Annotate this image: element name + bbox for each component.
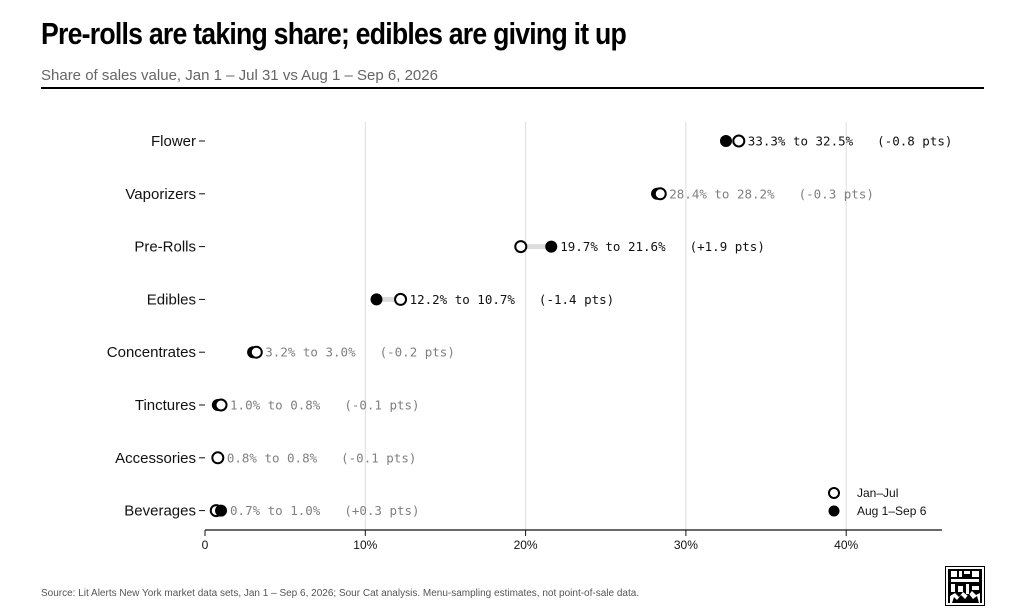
value-annotation: 3.2% to 3.0% (-0.2 pts) (265, 345, 455, 360)
value-annotation: 19.7% to 21.6% (+1.9 pts) (560, 239, 765, 254)
jan-jul-marker (653, 187, 667, 201)
category-label: Edibles (147, 291, 196, 308)
jan-jul-marker (214, 398, 228, 412)
value-change: (-0.1 pts) (344, 398, 419, 413)
aug-sep-marker (545, 240, 558, 253)
category-label: Tinctures (135, 397, 196, 414)
value-annotation: 28.4% to 28.2% (-0.3 pts) (669, 186, 874, 201)
legend-aug-sep-marker (828, 505, 840, 517)
value-range: 0.7% to 1.0% (230, 503, 321, 518)
category-label: Flower (151, 133, 196, 150)
sour-cat-logo (945, 566, 985, 606)
category-label: Beverages (124, 503, 196, 520)
chart-title: Pre-rolls are taking share; edibles are … (41, 16, 627, 51)
value-change: (+1.9 pts) (690, 239, 765, 254)
value-annotation: 33.3% to 32.5% (-0.8 pts) (748, 134, 953, 149)
value-range: 1.0% to 0.8% (230, 398, 321, 413)
category-label: Pre-Rolls (134, 239, 196, 256)
legend-aug-sep-label: Aug 1–Sep 6 (857, 504, 927, 518)
category-label: Vaporizers (125, 186, 196, 203)
value-annotation: 1.0% to 0.8% (-0.1 pts) (230, 398, 420, 413)
x-tick-label: 0 (202, 538, 209, 552)
source-note: Source: Lit Alerts New York market data … (41, 588, 640, 599)
category-label: Concentrates (107, 344, 196, 361)
category-label: Accessories (115, 450, 196, 467)
chart-subtitle: Share of sales value, Jan 1 – Jul 31 vs … (41, 67, 438, 84)
jan-jul-marker (732, 134, 746, 148)
value-range: 19.7% to 21.6% (560, 239, 666, 254)
value-change: (-0.2 pts) (380, 345, 455, 360)
jan-jul-marker (211, 451, 225, 465)
aug-sep-marker (215, 504, 228, 517)
value-range: 3.2% to 3.0% (265, 345, 356, 360)
x-tick-label: 30% (674, 538, 698, 552)
value-range: 0.8% to 0.8% (227, 450, 318, 465)
legend-jan-jul-label: Jan–Jul (857, 486, 898, 500)
jan-jul-marker (514, 240, 528, 254)
value-change: (+0.3 pts) (344, 503, 419, 518)
aug-sep-marker (370, 293, 383, 306)
aug-sep-marker (719, 135, 732, 147)
value-annotation: 12.2% to 10.7% (-1.4 pts) (410, 292, 615, 307)
value-change: (-0.1 pts) (341, 450, 416, 465)
value-range: 33.3% to 32.5% (748, 134, 854, 149)
x-tick-label: 40% (834, 538, 858, 552)
value-change: (-1.4 pts) (539, 292, 614, 307)
value-annotation: 0.7% to 1.0% (+0.3 pts) (230, 503, 420, 518)
x-tick-label: 20% (514, 538, 538, 552)
value-change: (-0.3 pts) (799, 186, 874, 201)
value-range: 12.2% to 10.7% (410, 292, 516, 307)
title-rule (41, 87, 984, 89)
value-change: (-0.8 pts) (877, 134, 952, 149)
value-range: 28.4% to 28.2% (669, 186, 775, 201)
jan-jul-marker (249, 345, 263, 359)
value-annotation: 0.8% to 0.8% (-0.1 pts) (227, 450, 417, 465)
x-tick-label: 10% (353, 538, 377, 552)
jan-jul-marker (394, 292, 408, 306)
legend-jan-jul-marker (828, 487, 840, 499)
